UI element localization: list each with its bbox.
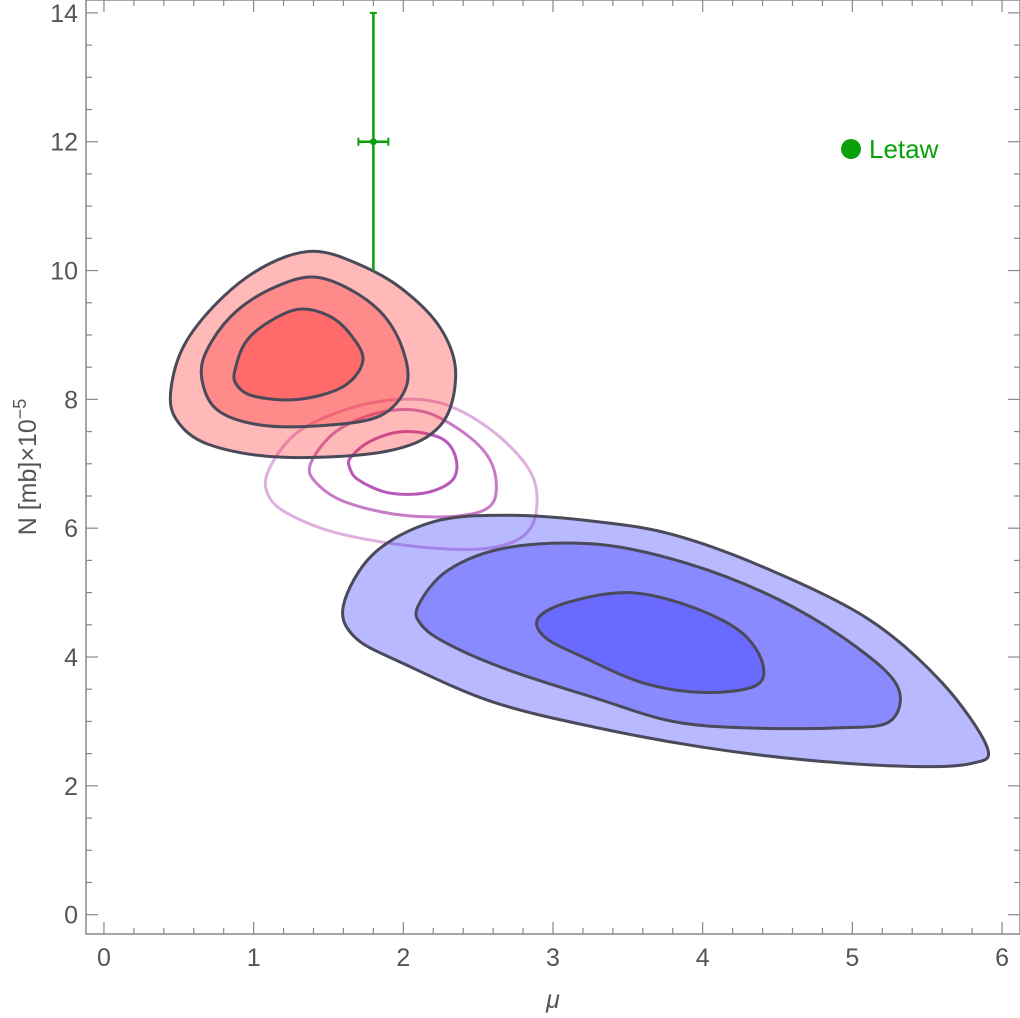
x-tick-label: 0 — [97, 944, 111, 972]
y-axis-title: N [mb]×10−5 — [10, 399, 42, 536]
purple-contour-level-2 — [307, 407, 498, 519]
point-marker — [369, 138, 377, 146]
purple-contour-level-1 — [263, 397, 539, 552]
blue-contour-set — [341, 513, 991, 769]
contours-layer — [168, 249, 991, 769]
point-letaw — [357, 11, 390, 271]
y-tick-label: 12 — [50, 129, 78, 157]
x-tick-label: 6 — [995, 944, 1009, 972]
x-tick-label: 3 — [546, 944, 560, 972]
blue-contour-level-2 — [414, 541, 902, 731]
y-tick-label: 6 — [64, 515, 78, 543]
legend: Letaw — [841, 134, 939, 164]
blue-contour-level-3 — [535, 591, 766, 694]
purple-contour-set — [263, 397, 539, 552]
x-tick-label: 1 — [247, 944, 261, 972]
y-tick-label: 10 — [50, 258, 78, 286]
red-contour-level-1 — [168, 249, 458, 460]
red-contour-level-2 — [199, 275, 410, 429]
y-axis-title-exponent: −5 — [10, 399, 30, 420]
x-axis-title: μ — [545, 986, 560, 1014]
legend-label: Letaw — [869, 134, 939, 164]
y-tick-label: 4 — [64, 644, 78, 672]
purple-contour-level-3 — [346, 430, 459, 496]
y-axis-title-base: N [mb]×10 — [14, 419, 42, 535]
y-tick-label: 0 — [64, 902, 78, 930]
x-tick-label: 2 — [396, 944, 410, 972]
y-tick-label: 14 — [50, 0, 78, 28]
data-points-layer — [357, 11, 390, 271]
red-contour-level-3 — [232, 307, 365, 402]
legend-marker — [841, 139, 861, 159]
blue-contour-level-1 — [341, 513, 991, 769]
red-contour-set — [168, 249, 458, 460]
y-tick-label: 8 — [64, 386, 78, 414]
y-tick-label: 2 — [64, 773, 78, 801]
x-tick-label: 4 — [696, 944, 710, 972]
x-tick-label: 5 — [845, 944, 859, 972]
